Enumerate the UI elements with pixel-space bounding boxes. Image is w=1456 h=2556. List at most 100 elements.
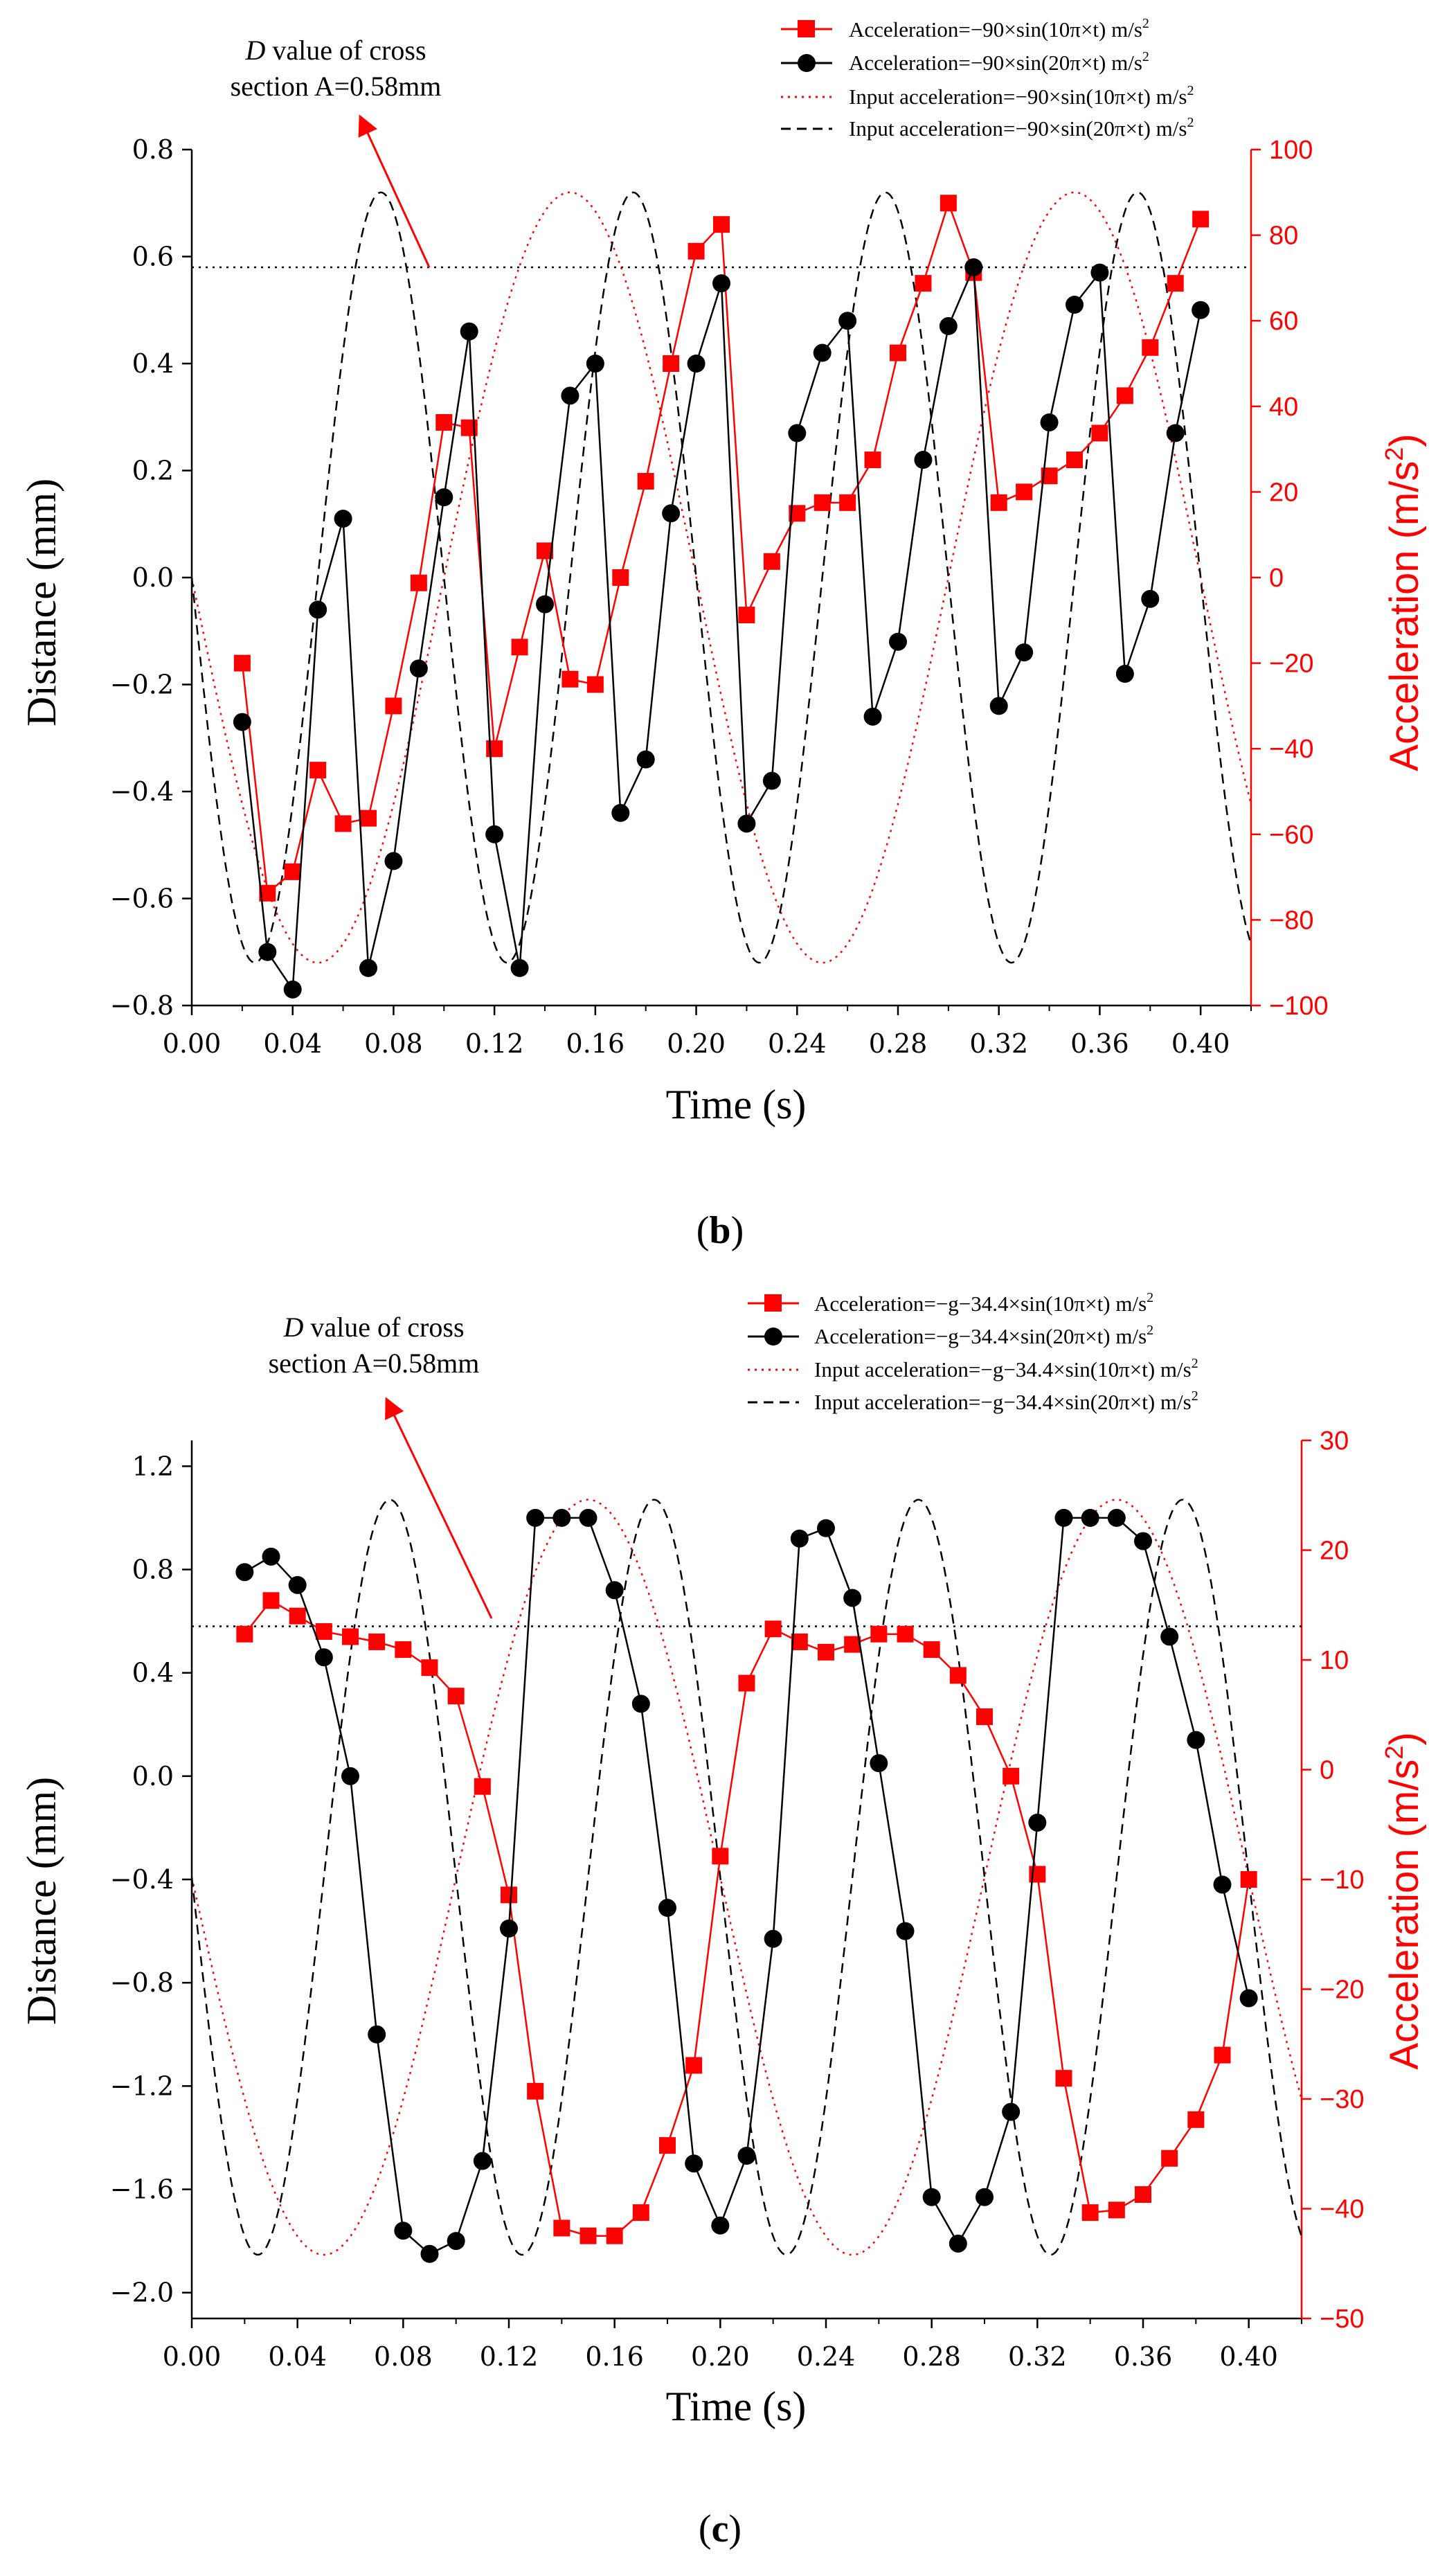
x-tick-label: 0.00 xyxy=(163,1028,222,1059)
annotation-arrow xyxy=(358,114,431,268)
data-point-circle xyxy=(1015,643,1034,662)
y-right-tick-label: 60 xyxy=(1269,307,1298,336)
y-right-tick-label: −80 xyxy=(1269,906,1313,935)
y-tick-label: 0.0 xyxy=(132,1761,174,1791)
data-point-square xyxy=(844,1636,861,1653)
data-point-square xyxy=(385,697,402,715)
data-point-circle xyxy=(526,1508,545,1527)
data-point-square xyxy=(309,762,327,779)
data-point-square xyxy=(738,1674,755,1692)
data-point-circle xyxy=(409,659,428,678)
data-point-circle xyxy=(922,2188,941,2206)
data-point-square xyxy=(360,810,377,827)
x-tick-label: 0.08 xyxy=(364,1028,423,1059)
x-tick-label: 0.04 xyxy=(268,2341,327,2372)
input-curve-10pi xyxy=(192,1499,1302,2256)
x-tick-label: 0.36 xyxy=(1114,2341,1173,2372)
data-point-circle xyxy=(1239,1989,1258,2008)
data-point-circle xyxy=(687,355,705,373)
series-line-20pi xyxy=(244,1517,1250,2255)
data-point-square xyxy=(764,1620,782,1638)
y-right-tick-label: −10 xyxy=(1320,1866,1364,1895)
series-line-20pi xyxy=(241,267,1202,992)
plot-area xyxy=(192,191,1251,964)
data-point-square xyxy=(818,1643,834,1661)
y-tick-label: −1.2 xyxy=(110,2071,174,2101)
data-point-square xyxy=(334,815,352,832)
data-point-square xyxy=(447,1688,465,1705)
input-curve-20pi xyxy=(192,1499,1302,2256)
data-point-square xyxy=(864,452,881,469)
x-tick-label: 0.32 xyxy=(969,1028,1028,1059)
data-point-square xyxy=(890,344,906,361)
y-tick-label: 0.6 xyxy=(132,242,174,272)
y-right-tick-label: 80 xyxy=(1269,222,1298,251)
data-point-square xyxy=(474,1778,491,1795)
y-tick-label: 1.2 xyxy=(132,1451,174,1481)
data-point-circle xyxy=(813,343,832,362)
legend-red-square-icon xyxy=(764,1294,782,1312)
x-tick-label: 0.28 xyxy=(869,1028,928,1059)
x-tick-label: 0.08 xyxy=(374,2341,433,2372)
data-point-circle xyxy=(989,697,1008,715)
data-point-circle xyxy=(1066,296,1084,314)
y-tick-label: −0.4 xyxy=(110,1864,174,1895)
data-point-square xyxy=(791,1633,808,1650)
data-point-circle xyxy=(1040,413,1059,431)
y-tick-label: −0.6 xyxy=(110,884,174,914)
legend-entry-2: Acceleration=−90×sin(20π×t) m/s2 xyxy=(849,49,1149,75)
x-tick-label: 0.24 xyxy=(797,2341,856,2372)
y-right-tick-label: −30 xyxy=(1320,2085,1364,2114)
data-point-square xyxy=(1091,424,1108,442)
y-right-tick-label: 100 xyxy=(1269,136,1313,165)
data-point-square xyxy=(612,569,629,586)
data-point-circle xyxy=(1192,301,1210,319)
xlabel-b: Time (s) xyxy=(666,1082,807,1127)
data-point-square xyxy=(713,216,730,233)
annotation-label-line2-b: section A=0.58mm xyxy=(231,71,442,102)
data-point-circle xyxy=(737,2147,756,2165)
data-point-square xyxy=(1240,1871,1257,1888)
data-point-square xyxy=(1192,211,1210,228)
y-right-tick-label: −40 xyxy=(1320,2195,1364,2224)
data-point-square xyxy=(687,242,705,260)
data-point-circle xyxy=(359,958,377,977)
data-point-square xyxy=(410,574,427,591)
panel-label-c: (c) xyxy=(699,2508,742,2550)
data-point-circle xyxy=(949,2234,967,2253)
data-point-circle xyxy=(1141,589,1160,608)
annotation-label-c: D value of cross xyxy=(282,1312,464,1343)
data-point-circle xyxy=(762,771,781,790)
data-point-square xyxy=(579,2227,597,2244)
data-point-circle xyxy=(737,814,756,833)
legend-entry-4: Input acceleration=−90×sin(20π×t) m/s2 xyxy=(849,115,1194,141)
data-point-square xyxy=(870,1625,888,1643)
y-tick-label: −2.0 xyxy=(110,2278,174,2308)
ylabel-left-c: Distance (mm) xyxy=(19,1777,64,2025)
data-point-square xyxy=(1187,2111,1205,2128)
data-point-square xyxy=(949,1667,967,1684)
data-point-circle xyxy=(631,1695,650,1713)
data-point-circle xyxy=(711,2216,730,2235)
data-point-circle xyxy=(341,1767,359,1785)
data-point-square xyxy=(637,472,654,490)
data-point-circle xyxy=(1166,424,1185,443)
y-tick-label: −0.8 xyxy=(110,1967,174,1998)
y-right-tick-label: 30 xyxy=(1320,1427,1349,1456)
data-point-square xyxy=(1066,452,1083,469)
data-point-square xyxy=(284,863,301,880)
y-right-tick-label: −60 xyxy=(1269,821,1313,850)
data-point-circle xyxy=(611,803,630,822)
data-point-square xyxy=(236,1625,253,1643)
data-point-circle xyxy=(863,707,882,726)
data-point-square xyxy=(685,2057,703,2074)
data-point-square xyxy=(1135,2186,1151,2203)
annotation-label-b: D value of cross xyxy=(244,35,426,66)
data-point-circle xyxy=(1115,665,1134,683)
data-point-square xyxy=(1003,1767,1020,1785)
data-point-circle xyxy=(1107,1508,1126,1527)
y-tick-label: −0.4 xyxy=(110,776,174,807)
x-tick-label: 0.40 xyxy=(1219,2341,1278,2372)
data-point-circle xyxy=(309,600,327,619)
